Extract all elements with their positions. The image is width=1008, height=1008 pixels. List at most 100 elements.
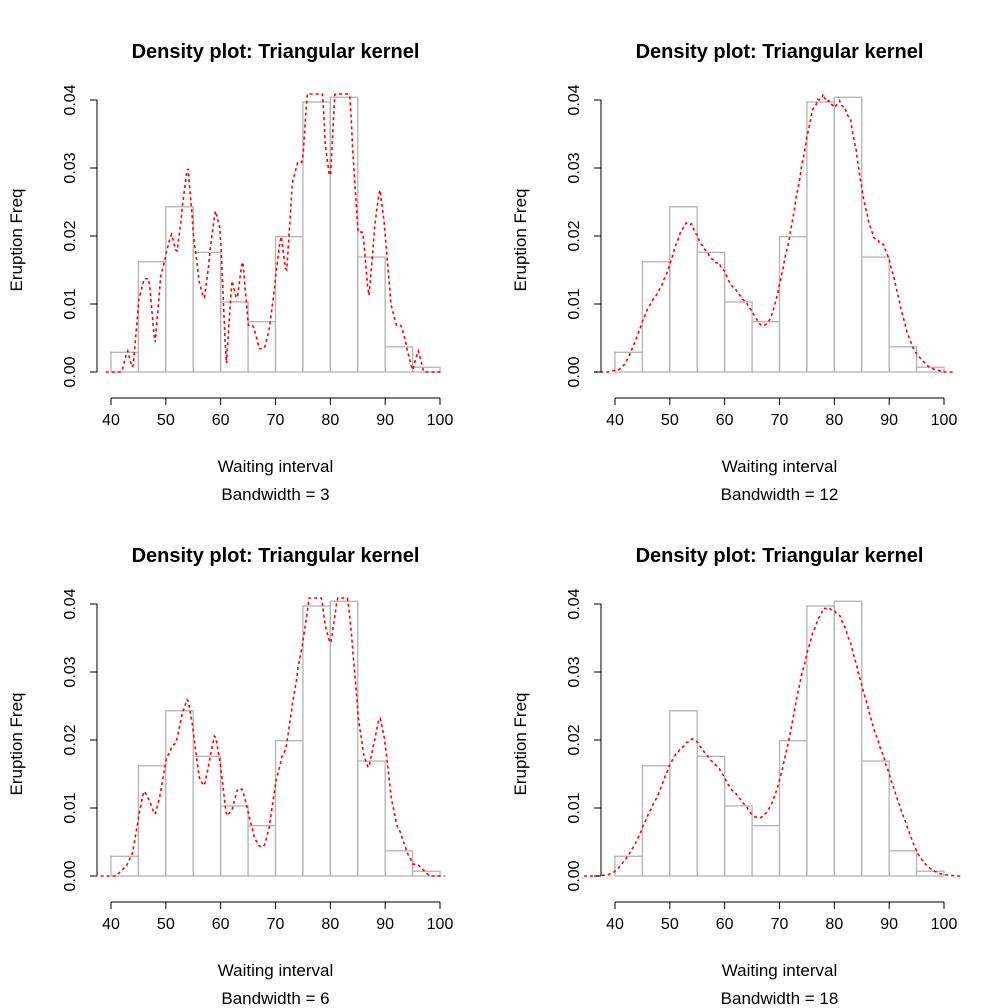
- bandwidth-label: Bandwidth = 6: [221, 989, 329, 1008]
- y-tick-label: 0.01: [62, 792, 79, 823]
- histogram-bar: [806, 101, 835, 373]
- histogram-bar: [137, 261, 167, 373]
- y-axis-label: Eruption Freq: [511, 693, 530, 796]
- density-curve: [105, 93, 442, 373]
- histogram-bar: [384, 850, 414, 877]
- y-axis-label: Eruption Freq: [7, 189, 26, 292]
- bandwidth-label: Bandwidth = 18: [721, 989, 839, 1008]
- bandwidth-label: Bandwidth = 3: [221, 485, 329, 504]
- y-tick-label: 0.00: [566, 860, 583, 891]
- histogram-bar: [751, 825, 781, 877]
- histogram-bar: [888, 346, 918, 373]
- histogram-bar: [861, 256, 890, 373]
- x-tick-label: 100: [931, 916, 958, 933]
- histogram-bar: [247, 321, 277, 373]
- histogram-bar: [247, 825, 277, 877]
- x-tick-label: 90: [376, 412, 394, 429]
- y-tick-label: 0.02: [566, 724, 583, 755]
- histogram-bar: [724, 805, 753, 877]
- x-tick-label: 90: [376, 916, 394, 933]
- x-tick-label: 80: [321, 916, 339, 933]
- histogram-bar: [861, 760, 890, 877]
- x-tick-label: 40: [606, 916, 624, 933]
- x-tick-label: 100: [427, 916, 454, 933]
- y-axis-label: Eruption Freq: [511, 189, 530, 292]
- y-tick-label: 0.04: [566, 84, 583, 115]
- x-tick-label: 60: [212, 412, 230, 429]
- histogram-bar: [888, 850, 918, 877]
- density-panel-4: Density plot: Triangular kernel 40 50 60 70 8…: [511, 545, 961, 1008]
- y-tick-label: 0.01: [566, 792, 583, 823]
- density-panel-1: Density plot: Triangular kernel 40 50 60 70 8…: [7, 41, 453, 504]
- x-tick-label: 70: [267, 412, 285, 429]
- histogram-bar: [274, 740, 304, 877]
- histogram-bar: [165, 710, 194, 877]
- histogram-bar: [329, 600, 359, 877]
- histogram-bar: [192, 251, 222, 373]
- x-tick-label: 60: [212, 916, 230, 933]
- histogram-bar: [778, 236, 808, 373]
- x-tick-label: 50: [157, 916, 175, 933]
- histogram-bar: [696, 251, 726, 373]
- chart-title: Density plot: Triangular kernel: [636, 545, 924, 567]
- x-tick-label: 50: [157, 412, 175, 429]
- x-tick-label: 80: [321, 412, 339, 429]
- y-tick-label: 0.02: [566, 220, 583, 251]
- x-tick-label: 60: [716, 412, 734, 429]
- y-tick-label: 0.04: [62, 588, 79, 619]
- density-panel-3: Density plot: Triangular kernel 40 50 60 70 8…: [7, 545, 453, 1008]
- x-tick-label: 80: [825, 916, 843, 933]
- histogram-bar: [220, 301, 249, 373]
- y-tick-label: 0.02: [62, 220, 79, 251]
- histogram-bar: [274, 236, 304, 373]
- histogram-bar: [806, 605, 835, 877]
- x-axis-label: Waiting interval: [722, 961, 838, 980]
- x-tick-label: 90: [880, 916, 898, 933]
- density-panel-2: Density plot: Triangular kernel 40 50 60 70 8…: [511, 41, 957, 504]
- chart-title: Density plot: Triangular kernel: [132, 41, 420, 63]
- histogram-bar: [669, 710, 698, 877]
- x-tick-label: 80: [825, 412, 843, 429]
- histogram-bar: [778, 740, 808, 877]
- x-tick-label: 70: [771, 916, 789, 933]
- y-tick-label: 0.01: [566, 288, 583, 319]
- y-tick-label: 0.01: [62, 288, 79, 319]
- histogram-bar: [915, 870, 945, 877]
- y-tick-label: 0.02: [62, 724, 79, 755]
- histogram-bar: [357, 256, 386, 373]
- histogram-bar: [302, 101, 331, 373]
- x-tick-label: 40: [102, 916, 120, 933]
- x-tick-label: 50: [661, 916, 679, 933]
- histogram-bar: [669, 206, 698, 373]
- histogram-bar: [302, 605, 331, 877]
- y-tick-label: 0.03: [62, 152, 79, 183]
- histogram-bar: [833, 600, 863, 877]
- x-axis-label: Waiting interval: [218, 457, 334, 476]
- histogram-bar: [751, 321, 781, 373]
- chart-title: Density plot: Triangular kernel: [636, 41, 924, 63]
- x-tick-label: 70: [771, 412, 789, 429]
- y-tick-label: 0.03: [566, 656, 583, 687]
- x-tick-label: 90: [880, 412, 898, 429]
- y-tick-label: 0.00: [62, 356, 79, 387]
- histogram-bar: [357, 760, 386, 877]
- density-curve: [583, 606, 961, 877]
- density-curve: [100, 597, 445, 877]
- x-tick-label: 100: [931, 412, 958, 429]
- y-tick-label: 0.00: [566, 356, 583, 387]
- histogram-bar: [110, 855, 140, 877]
- y-tick-label: 0.04: [62, 84, 79, 115]
- x-tick-label: 100: [427, 412, 454, 429]
- bandwidth-label: Bandwidth = 12: [721, 485, 839, 504]
- histogram-bar: [165, 206, 194, 373]
- histogram-bar: [915, 366, 945, 373]
- chart-title: Density plot: Triangular kernel: [132, 545, 420, 567]
- x-axis-label: Waiting interval: [218, 961, 334, 980]
- histogram-bar: [192, 755, 222, 877]
- histogram-bar: [329, 96, 359, 373]
- histogram-bar: [411, 870, 441, 877]
- x-axis-label: Waiting interval: [722, 457, 838, 476]
- histogram-bar: [833, 96, 863, 373]
- histogram-bar: [641, 261, 671, 373]
